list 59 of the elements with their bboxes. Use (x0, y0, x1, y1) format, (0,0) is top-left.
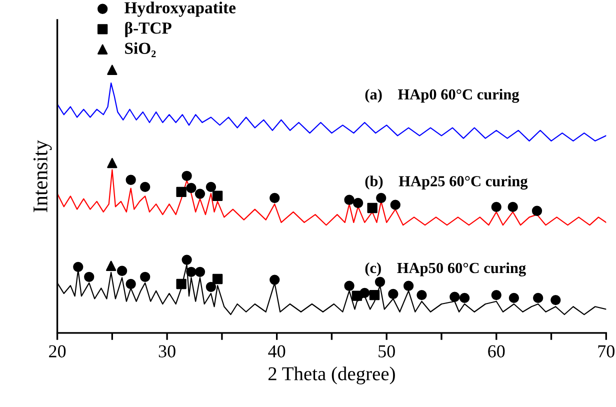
point (126, 174, 136, 185)
point (176, 278, 186, 290)
annotation: (b) HAp25 60°C curing (365, 176, 528, 190)
point (374, 276, 386, 287)
annotation: (a) HAp0 60°C curing (365, 88, 520, 103)
point (491, 290, 502, 300)
point (116, 266, 128, 276)
point (186, 266, 196, 277)
x-axis-title: 2 Theta (degree) (268, 366, 395, 384)
point (186, 182, 196, 194)
point (369, 290, 380, 300)
x-tick-label: 70 (598, 345, 614, 358)
point (344, 280, 354, 291)
point (107, 64, 118, 75)
point (206, 282, 216, 292)
x-tick-label: 20 (49, 345, 66, 358)
point (176, 186, 186, 198)
legend-label: SiO₂ (125, 42, 156, 58)
point (182, 254, 192, 265)
point (403, 280, 414, 291)
point (416, 290, 427, 300)
point (73, 262, 84, 272)
legend-label: Hydroxyapatite (124, 2, 236, 17)
point (84, 272, 94, 282)
point (140, 272, 150, 282)
point (532, 206, 542, 216)
x-tick-label: 40 (268, 345, 286, 358)
point (508, 292, 520, 304)
point (376, 192, 386, 204)
point (212, 274, 223, 284)
point (352, 198, 364, 208)
point (352, 290, 362, 301)
point (270, 192, 280, 204)
point (344, 194, 354, 205)
point (491, 202, 502, 212)
point (126, 278, 136, 290)
point (388, 288, 398, 300)
point (140, 182, 150, 192)
x-tick-label: 30 (158, 345, 176, 358)
point (459, 292, 470, 304)
x-tick-label: 50 (378, 345, 395, 358)
point (212, 190, 223, 201)
point (367, 202, 378, 214)
point (533, 292, 544, 304)
point (107, 158, 118, 168)
legend-label: β-TCP (125, 22, 172, 38)
point (550, 294, 561, 306)
point (270, 274, 280, 285)
point (508, 202, 518, 212)
x-tick-label: 60 (488, 345, 505, 358)
point (206, 182, 216, 192)
point (450, 292, 460, 302)
point (194, 266, 206, 277)
annotation: (c) HAp50 60°C curing (365, 262, 526, 276)
y-axis-title: Intensity (33, 140, 52, 212)
point (182, 170, 192, 181)
point (390, 200, 400, 210)
point (106, 260, 116, 271)
point (194, 188, 206, 199)
